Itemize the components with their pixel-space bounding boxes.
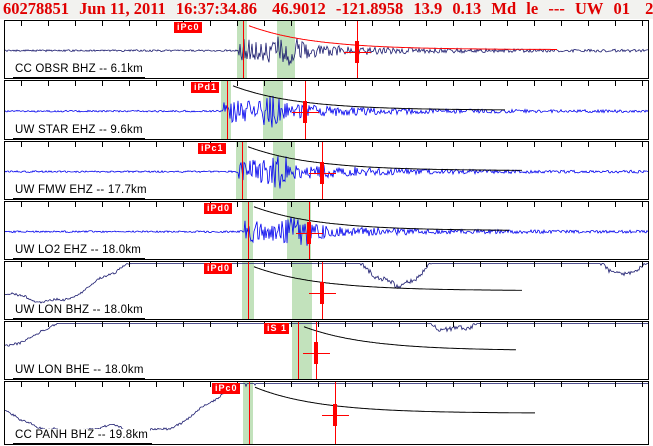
waveform-plot bbox=[5, 262, 648, 304]
event-depth: 13.9 bbox=[413, 0, 443, 18]
coda-marker-block bbox=[320, 162, 324, 184]
phase-pick-label[interactable]: iPc0 bbox=[212, 383, 240, 394]
trace-label: CC OBSR BHZ -- 6.1km bbox=[13, 63, 145, 75]
event-version: 01 bbox=[613, 0, 631, 18]
coda-decay-curve bbox=[303, 326, 517, 351]
coda-decay-curve bbox=[232, 85, 505, 111]
time-axis-ticks bbox=[5, 262, 648, 267]
trace-label: UW LO2 EHZ -- 18.0km bbox=[13, 244, 144, 256]
trace-label-underline bbox=[13, 443, 152, 444]
trace-panel[interactable]: iS 1 UW LON BHE -- 18.0km bbox=[4, 321, 649, 380]
coda-marker-block bbox=[333, 404, 337, 426]
coda-marker-block bbox=[303, 101, 307, 123]
phase-pick-label[interactable]: iPd0 bbox=[204, 203, 233, 214]
phase-window-band bbox=[243, 382, 253, 444]
time-axis-ticks bbox=[5, 202, 648, 207]
trace-panel[interactable]: iPd1 UW STAR EHZ -- 9.6km bbox=[4, 80, 649, 140]
event-header-text: 60278851 Jun 11, 2011 16:37:34.86 46.901… bbox=[3, 0, 653, 19]
trace-label-underline bbox=[13, 258, 145, 259]
event-magnitude: 0.13 bbox=[452, 0, 482, 18]
time-axis-ticks bbox=[5, 382, 648, 387]
waveform-plot bbox=[5, 146, 648, 189]
phase-pick-line[interactable] bbox=[227, 81, 228, 139]
phase-pick-label[interactable]: iS 1 bbox=[264, 323, 290, 334]
time-axis-ticks bbox=[5, 322, 648, 327]
event-network: UW bbox=[574, 0, 604, 18]
coda-decay-curve bbox=[253, 206, 509, 231]
event-magnitude-type: Md bbox=[491, 0, 517, 18]
trace-panel[interactable]: iPc1 UW FMW EHZ -- 17.7km bbox=[4, 141, 649, 200]
trace-panel[interactable]: iPd0 UW LON BHZ -- 18.0km bbox=[4, 261, 649, 320]
coda-decay-curve bbox=[253, 266, 522, 291]
trace-label-underline bbox=[13, 138, 145, 139]
trace-label: UW STAR EHZ -- 9.6km bbox=[13, 124, 145, 136]
phase-pick-line[interactable] bbox=[298, 322, 299, 379]
waveform-plot bbox=[5, 206, 648, 246]
waveform-plot bbox=[5, 322, 648, 351]
coda-decay-curve bbox=[248, 25, 557, 50]
trace-label-underline bbox=[13, 318, 145, 319]
phase-window-band bbox=[221, 81, 231, 139]
phase-pick-line[interactable] bbox=[248, 202, 249, 259]
phase-pick-label[interactable]: iPc0 bbox=[174, 22, 202, 33]
phase-pick-line[interactable] bbox=[243, 21, 244, 78]
coda-decay-curve bbox=[247, 146, 522, 171]
trace-panel[interactable]: iPc0 CC OBSR BHZ -- 6.1km bbox=[4, 20, 649, 79]
trace-label: CC PANH BHZ -- 19.8km bbox=[13, 429, 151, 441]
time-axis-ticks bbox=[5, 21, 648, 26]
trace-label-underline bbox=[13, 77, 145, 78]
event-quality: le bbox=[526, 0, 539, 18]
phase-window-band bbox=[237, 21, 247, 78]
phase-pick-label[interactable]: iPd0 bbox=[204, 263, 233, 274]
waveform-plot bbox=[5, 25, 648, 66]
trace-label: UW LON BHE -- 18.0km bbox=[13, 364, 146, 376]
event-latitude: 46.9012 bbox=[272, 0, 326, 18]
phase-window-band bbox=[292, 322, 312, 379]
event-dashes: --- bbox=[548, 0, 565, 18]
event-id: 60278851 bbox=[3, 0, 69, 18]
phase-pick-label[interactable]: iPc1 bbox=[198, 143, 226, 154]
coda-marker-block bbox=[307, 222, 311, 244]
trace-label: UW FMW EHZ -- 17.7km bbox=[13, 184, 149, 196]
phase-pick-line[interactable] bbox=[248, 262, 249, 319]
trace-label-underline bbox=[13, 378, 145, 379]
coda-decay-curve bbox=[254, 386, 535, 414]
trace-label: UW LON BHZ -- 18.0km bbox=[13, 304, 145, 316]
trace-panel[interactable]: iPc0 CC PANH BHZ -- 19.8km bbox=[4, 381, 649, 445]
trace-label-underline bbox=[13, 198, 145, 199]
phase-window-band bbox=[292, 262, 312, 319]
coda-marker-block bbox=[314, 342, 318, 364]
phase-pick-label[interactable]: iPd1 bbox=[191, 82, 220, 93]
time-axis-ticks bbox=[5, 81, 648, 86]
phase-window-band bbox=[263, 81, 283, 139]
waveform-plot bbox=[5, 85, 648, 128]
event-date: Jun 11, 2011 bbox=[79, 0, 166, 18]
time-axis-ticks bbox=[5, 142, 648, 147]
phase-pick-line[interactable] bbox=[242, 142, 243, 199]
waveform-plot bbox=[5, 383, 648, 434]
phase-window-band bbox=[236, 142, 247, 199]
event-header-bar: 60278851 Jun 11, 2011 16:37:34.86 46.901… bbox=[0, 0, 653, 19]
trace-panel[interactable]: iPd0 UW LO2 EHZ -- 18.0km bbox=[4, 201, 649, 260]
coda-marker-block bbox=[355, 41, 359, 63]
event-trailing: 2 bbox=[645, 0, 653, 18]
event-time: 16:37:34.86 bbox=[175, 0, 258, 18]
coda-marker-block bbox=[320, 282, 324, 304]
event-longitude: -121.8958 bbox=[335, 0, 404, 18]
phase-pick-line[interactable] bbox=[249, 382, 250, 444]
